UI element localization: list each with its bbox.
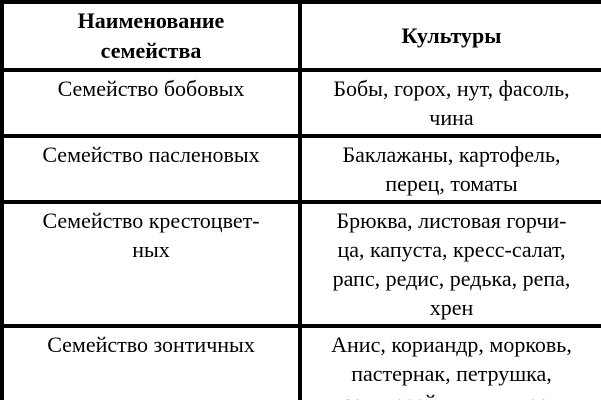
family-cell: Семейство крестоцвет- ных — [0, 200, 302, 328]
header-crops: Культуры — [298, 0, 601, 72]
table-row: Семейство бобовых Бобы, горох, нут, фасо… — [0, 68, 601, 138]
family-cell: Семейство бобовых — [0, 68, 302, 138]
crops-cell: Брюква, листовая горчи- ца, капуста, кре… — [298, 200, 601, 328]
table-row: Семейство пасленовых Баклажаны, картофел… — [0, 134, 601, 204]
header-family-name: Наименование семейства — [0, 0, 302, 72]
crops-cell: Анис, кориандр, морковь, пастернак, петр… — [298, 324, 601, 400]
table-header-row: Наименование семейства Культуры — [0, 0, 601, 72]
family-cell: Семейство зонтичных — [0, 324, 302, 400]
family-cell: Семейство пасленовых — [0, 134, 302, 204]
table-row: Семейство зонтичных Анис, кориандр, морк… — [0, 324, 601, 400]
table-row: Семейство крестоцвет- ных Брюква, листов… — [0, 200, 601, 328]
crops-cell: Бобы, горох, нут, фасоль, чина — [298, 68, 601, 138]
crops-cell: Баклажаны, картофель, перец, томаты — [298, 134, 601, 204]
